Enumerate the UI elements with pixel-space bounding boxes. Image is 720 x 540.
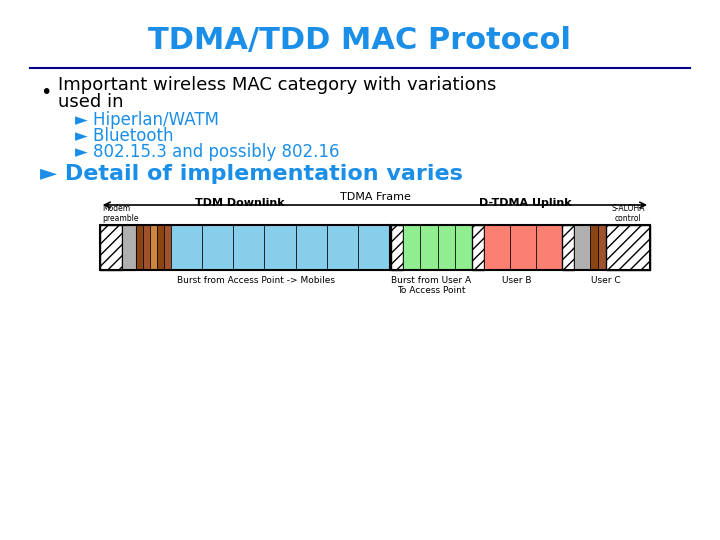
Bar bbox=[296, 225, 327, 270]
Text: •: • bbox=[40, 83, 51, 102]
Bar bbox=[472, 225, 484, 270]
Text: Modem
preamble: Modem preamble bbox=[102, 204, 138, 223]
Bar bbox=[358, 225, 389, 270]
Bar bbox=[536, 225, 562, 270]
Text: ► Bluetooth: ► Bluetooth bbox=[75, 127, 174, 145]
Bar bbox=[233, 225, 264, 270]
Bar bbox=[438, 225, 455, 270]
Text: ► 802.15.3 and possibly 802.16: ► 802.15.3 and possibly 802.16 bbox=[75, 143, 340, 161]
Bar bbox=[420, 225, 438, 270]
Bar bbox=[455, 225, 472, 270]
Text: ► Hiperlan/WATM: ► Hiperlan/WATM bbox=[75, 111, 219, 129]
Bar bbox=[164, 225, 171, 270]
Bar bbox=[598, 225, 606, 270]
Bar bbox=[150, 225, 157, 270]
Text: used in: used in bbox=[58, 93, 124, 111]
Text: S-ALOHA
control: S-ALOHA control bbox=[611, 204, 644, 223]
Text: User C: User C bbox=[591, 276, 621, 285]
Text: Burst from Access Point -> Mobiles: Burst from Access Point -> Mobiles bbox=[177, 276, 335, 285]
Bar bbox=[590, 225, 598, 270]
Bar bbox=[122, 225, 136, 270]
Bar bbox=[574, 225, 590, 270]
Bar bbox=[136, 225, 143, 270]
Bar bbox=[327, 225, 358, 270]
Text: TDM Downlink: TDM Downlink bbox=[195, 198, 285, 208]
Bar bbox=[484, 225, 510, 270]
Text: D-TDMA Uplink: D-TDMA Uplink bbox=[479, 198, 571, 208]
Text: TDMA/TDD MAC Protocol: TDMA/TDD MAC Protocol bbox=[148, 25, 572, 55]
Text: User B: User B bbox=[503, 276, 532, 285]
Text: Important wireless MAC category with variations: Important wireless MAC category with var… bbox=[58, 76, 496, 94]
Text: Burst from User A
To Access Point: Burst from User A To Access Point bbox=[392, 276, 472, 295]
Bar bbox=[403, 225, 420, 270]
Bar bbox=[100, 225, 122, 270]
Bar bbox=[171, 225, 202, 270]
Bar bbox=[510, 225, 536, 270]
Bar bbox=[157, 225, 164, 270]
Text: ► Detail of implementation varies: ► Detail of implementation varies bbox=[40, 164, 463, 184]
Bar bbox=[202, 225, 233, 270]
Text: TDMA Frame: TDMA Frame bbox=[340, 192, 410, 202]
Bar bbox=[391, 225, 403, 270]
Bar bbox=[143, 225, 150, 270]
Bar bbox=[606, 225, 650, 270]
Bar bbox=[100, 225, 650, 270]
Bar bbox=[264, 225, 296, 270]
Bar bbox=[562, 225, 574, 270]
